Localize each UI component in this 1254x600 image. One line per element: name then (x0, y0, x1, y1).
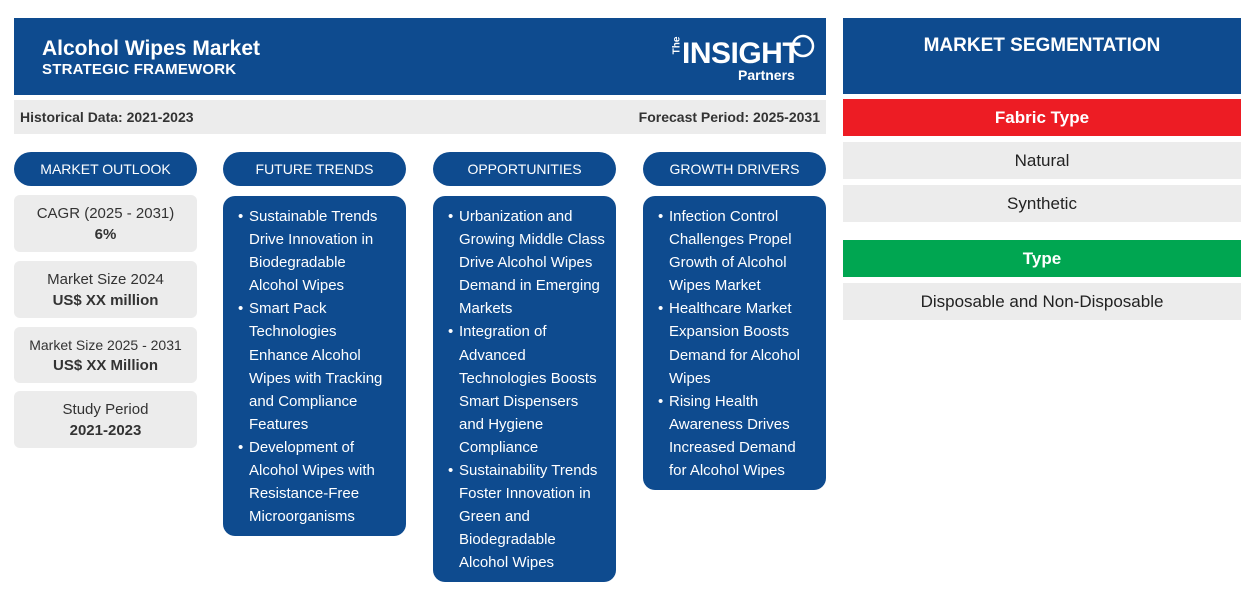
segment-item-synthetic: Synthetic (843, 185, 1241, 222)
forecast-period: Forecast Period: 2025-2031 (638, 109, 820, 125)
list-item: Healthcare Market Expansion Boosts Deman… (658, 297, 816, 389)
insight-partners-logo: The INSIGHT Partners (666, 31, 816, 85)
historical-data: Historical Data: 2021-2023 (20, 109, 194, 125)
list-item: Development of Alcohol Wipes with Resist… (238, 436, 396, 528)
segment-fabric-type: Fabric Type (843, 99, 1241, 136)
report-header: Alcohol Wipes Market STRATEGIC FRAMEWORK… (14, 18, 826, 95)
period-bar: Historical Data: 2021-2023 Forecast Peri… (14, 100, 826, 134)
stat-market-size-2024: Market Size 2024 US$ XX million (14, 261, 197, 318)
segment-item-natural: Natural (843, 142, 1241, 179)
segmentation-title: MARKET SEGMENTATION (843, 18, 1241, 94)
growth-drivers-card: Infection Control Challenges Propel Grow… (643, 196, 826, 490)
stat-value: US$ XX Million (52, 357, 158, 374)
stat-label: Study Period (62, 401, 149, 418)
segment-item-disposable: Disposable and Non-Disposable (843, 283, 1241, 320)
logo-swoosh-icon (791, 34, 815, 58)
stat-label: CAGR (2025 - 2031) (36, 205, 175, 222)
stat-value: US$ XX million (52, 292, 159, 309)
list-item: Urbanization and Growing Middle Class Dr… (448, 205, 606, 320)
logo-insight: INSIGHT (682, 37, 801, 70)
list-item: Sustainability Trends Foster Innovation … (448, 459, 606, 574)
report-title: Alcohol Wipes Market (42, 37, 261, 60)
stat-study-period: Study Period 2021-2023 (14, 391, 197, 448)
stat-market-size-forecast: Market Size 2025 - 2031 US$ XX Million (14, 327, 197, 383)
segment-type: Type (843, 240, 1241, 277)
list-item: Rising Health Awareness Drives Increased… (658, 390, 816, 482)
future-trends-card: Sustainable Trends Drive Innovation in B… (223, 196, 406, 536)
stat-value: 2021-2023 (69, 422, 142, 439)
report-subtitle: STRATEGIC FRAMEWORK (42, 61, 237, 78)
stat-value: 6% (94, 226, 117, 243)
future-trends-heading: FUTURE TRENDS (223, 152, 406, 186)
list-item: Integration of Advanced Technologies Boo… (448, 320, 606, 459)
list-item: Infection Control Challenges Propel Grow… (658, 205, 816, 297)
logo-partners: Partners (738, 67, 795, 83)
opportunities-heading: OPPORTUNITIES (433, 152, 616, 186)
growth-drivers-heading: GROWTH DRIVERS (643, 152, 826, 186)
stat-label: Market Size 2025 - 2031 (29, 337, 182, 353)
logo-the: The (671, 36, 683, 55)
market-outlook-heading: MARKET OUTLOOK (14, 152, 197, 186)
opportunities-card: Urbanization and Growing Middle Class Dr… (433, 196, 616, 582)
stat-cagr: CAGR (2025 - 2031) 6% (14, 195, 197, 252)
stat-label: Market Size 2024 (47, 271, 164, 288)
list-item: Sustainable Trends Drive Innovation in B… (238, 205, 396, 297)
list-item: Smart Pack Technologies Enhance Alcohol … (238, 297, 396, 436)
